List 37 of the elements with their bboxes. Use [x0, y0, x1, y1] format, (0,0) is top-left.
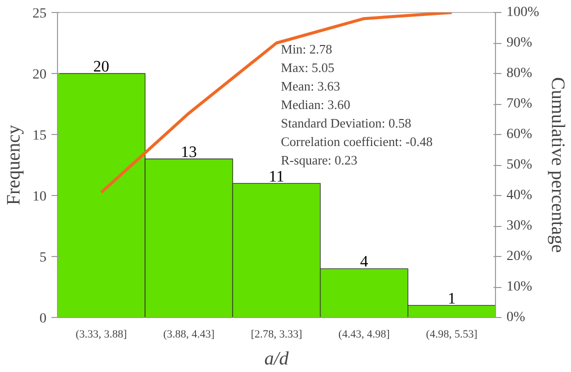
data-label: 11 — [268, 168, 284, 186]
y2-tick-label: 30% — [506, 218, 532, 234]
annotation: R-square: 0.23 — [280, 152, 358, 168]
x-tick-label: [2.78, 3.33] — [250, 328, 302, 340]
y-axis-title: Frequency — [4, 124, 24, 206]
y2-tick-label: 0% — [506, 310, 526, 325]
y-tick-label: 15 — [32, 128, 46, 144]
x-axis-title: a/d — [264, 348, 290, 370]
y2-tick-label: 70% — [506, 96, 532, 112]
y2-tick-label: 50% — [506, 158, 532, 172]
x-tick-label: (4.98, 5.53] — [426, 328, 478, 340]
y2-tick-label: 100% — [506, 5, 540, 20]
x-tick-label: (3.33, 3.88] — [76, 328, 127, 340]
x-tick-label: (4.43, 4.98] — [338, 328, 390, 340]
y2-tick-label: 10% — [506, 280, 532, 294]
x-tick-label: (3.88, 4.43] — [163, 328, 215, 340]
data-label: 1 — [448, 290, 456, 308]
y-tick-label: 20 — [32, 68, 46, 82]
annotation: Median: 3.60 — [280, 96, 350, 112]
y2-axis-title: Cumulative percentage — [547, 77, 568, 253]
y-tick-label: 25 — [32, 6, 46, 22]
y-tick-label: 10 — [32, 190, 46, 204]
y-tick-label: 5 — [40, 250, 46, 266]
data-label: 20 — [93, 58, 110, 76]
annotation: Mean: 3.63 — [280, 78, 340, 94]
y2-tick-label: 20% — [506, 249, 532, 264]
annotation: Max: 5.05 — [280, 60, 334, 75]
y-tick-label: 0 — [40, 312, 46, 326]
data-label: 13 — [180, 144, 197, 161]
annotation: Min: 2.78 — [280, 41, 332, 56]
annotation: Standard Deviation: 0.58 — [280, 115, 412, 130]
y2-tick-label: 40% — [506, 188, 532, 203]
y2-tick-label: 60% — [506, 127, 532, 142]
y2-tick-label: 80% — [506, 66, 532, 81]
y2-tick-label: 90% — [506, 36, 532, 50]
data-label: 4 — [360, 254, 368, 271]
annotation: Correlation coefficient: -0.48 — [280, 134, 433, 149]
